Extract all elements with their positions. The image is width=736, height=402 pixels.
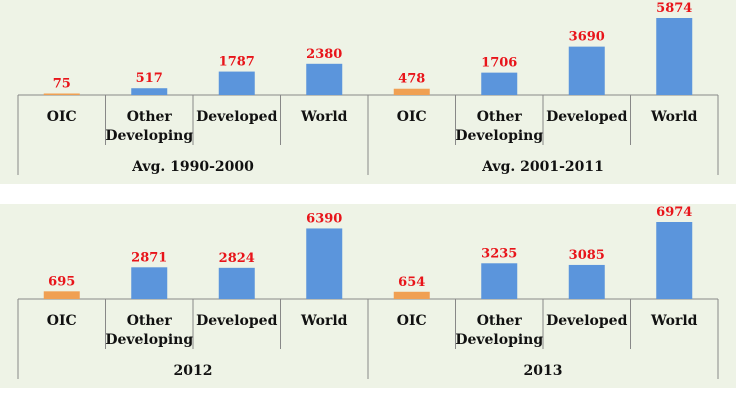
data-label: 2871 [131, 250, 167, 265]
category-label: Developing [455, 128, 543, 144]
chart-bottom-svg: 695 OIC 2871 Other Developing 2824 Developed 63… [17, 205, 719, 379]
data-label: 3085 [569, 248, 605, 263]
chart-panel-top: 75 OIC 517 Other Developing 1787 Developed 2380… [0, 0, 736, 184]
group-label: Avg. 2001-2011 [481, 159, 604, 175]
data-label: 2824 [219, 251, 255, 266]
category-label: Developed [546, 313, 627, 329]
category-label: Developed [196, 313, 277, 329]
chart-panel-bottom: 695 OIC 2871 Other Developing 2824 Developed 63… [0, 204, 736, 388]
bar [306, 63, 343, 95]
category-label: Developing [105, 332, 193, 348]
bar [393, 291, 430, 299]
bar [306, 228, 343, 299]
category-label: OIC [47, 313, 77, 329]
category-label: Developed [546, 109, 627, 125]
bar [43, 291, 80, 299]
data-label: 1706 [481, 56, 517, 71]
category-label: World [300, 313, 348, 329]
category-label: World [650, 109, 698, 125]
category-label: Developing [455, 332, 543, 348]
category-label: Developed [196, 109, 277, 125]
data-label: 75 [53, 77, 71, 92]
bar [568, 46, 605, 95]
bar [481, 72, 518, 95]
bar [131, 88, 168, 95]
category-label: World [650, 313, 698, 329]
data-label: 1787 [219, 55, 255, 70]
data-label: 5874 [656, 1, 692, 16]
data-label: 3690 [569, 30, 605, 45]
chart-top-svg: 75 OIC 517 Other Developing 1787 Developed 2380… [17, 1, 719, 175]
category-label: Other [477, 313, 523, 329]
category-label: Other [127, 313, 173, 329]
group-label: 2013 [524, 363, 563, 379]
category-label: World [300, 109, 348, 125]
bar [481, 263, 518, 299]
data-label: 6974 [656, 205, 692, 220]
bar [218, 71, 255, 95]
category-label: Other [477, 109, 523, 125]
bar [656, 18, 693, 95]
data-label: 6390 [306, 211, 342, 226]
data-label: 695 [48, 274, 75, 289]
data-label: 517 [136, 71, 163, 86]
category-label: OIC [47, 109, 77, 125]
bar [43, 93, 80, 95]
bar [393, 88, 430, 95]
data-label: 2380 [306, 47, 342, 62]
category-label: Developing [105, 128, 193, 144]
data-label: 654 [398, 275, 425, 290]
category-label: OIC [397, 109, 427, 125]
bar [131, 267, 168, 299]
bar [656, 222, 693, 299]
data-label: 3235 [481, 246, 517, 261]
bar [568, 264, 605, 299]
category-label: Other [127, 109, 173, 125]
category-label: OIC [397, 313, 427, 329]
bar [218, 267, 255, 299]
group-label: Avg. 1990-2000 [131, 159, 254, 175]
group-label: 2012 [174, 363, 213, 379]
data-label: 478 [398, 72, 425, 87]
